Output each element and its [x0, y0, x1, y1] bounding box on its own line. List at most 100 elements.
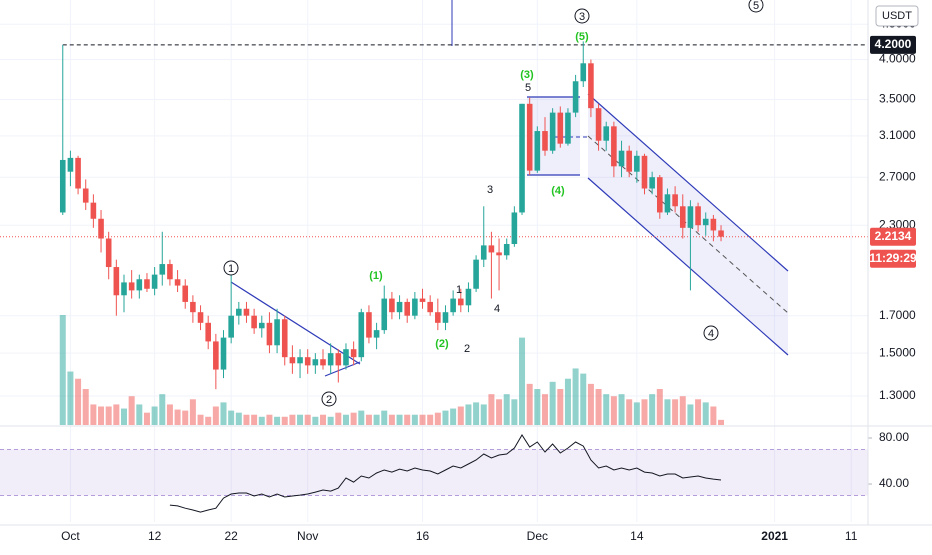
volume-bar — [304, 414, 311, 425]
candle-body — [611, 126, 617, 167]
candle-body — [281, 319, 288, 358]
volume-bar — [251, 414, 258, 425]
volume-bar — [679, 396, 686, 425]
candle-body — [335, 353, 342, 366]
candle-body — [243, 308, 250, 316]
candle-body — [465, 288, 472, 306]
countdown-label: 11:29:29 — [869, 251, 917, 265]
volume-bar — [128, 396, 135, 425]
candle-body — [236, 308, 242, 316]
wave-label: 5 — [753, 0, 759, 12]
volume-bar — [320, 414, 327, 425]
wave-label: 1 — [456, 284, 462, 296]
volume-bar — [228, 410, 235, 425]
volume-bar — [59, 315, 66, 425]
volume-bar — [159, 394, 166, 425]
candle-body — [572, 81, 579, 113]
volume-bar — [710, 406, 717, 425]
candle-body — [381, 298, 388, 331]
candle-body — [389, 298, 395, 313]
volume-bar — [419, 414, 426, 425]
volume-bar — [220, 402, 227, 425]
candle-body — [312, 359, 319, 366]
y-tick-label: 3.5000 — [879, 92, 916, 106]
volume-bar — [626, 399, 633, 425]
volume-bar — [205, 416, 212, 425]
volume-bar — [235, 412, 242, 425]
candle-body — [549, 112, 556, 151]
candle-body — [105, 238, 112, 268]
candle-body — [75, 157, 81, 189]
candle-body — [350, 349, 357, 358]
x-tick-label: 12 — [148, 529, 162, 543]
volume-bar — [549, 381, 556, 425]
candle-body — [159, 264, 166, 275]
candle-body — [366, 312, 372, 338]
candle-body — [327, 353, 334, 366]
candle-body — [450, 298, 456, 313]
volume-bar — [312, 416, 319, 425]
wave-label: (2) — [435, 338, 449, 350]
volume-bar — [610, 396, 617, 425]
candle-body — [718, 230, 724, 237]
volume-bar — [151, 406, 158, 425]
last-price-label: 2.2134 — [875, 229, 912, 243]
candle-body — [289, 357, 296, 364]
volume-bar — [557, 389, 564, 425]
volume-bar — [365, 414, 372, 425]
candle-body — [641, 155, 648, 189]
volume-bar — [342, 414, 349, 425]
volume-bar — [350, 412, 357, 425]
candle-body — [82, 188, 89, 203]
volume-bar — [687, 404, 694, 425]
candle-body — [113, 267, 120, 296]
wave-label: 5 — [525, 82, 531, 94]
volume-bar — [480, 404, 487, 425]
candle-body — [702, 218, 709, 226]
volume-bar — [121, 408, 127, 425]
candle-body — [404, 301, 411, 316]
candle-body — [151, 274, 158, 289]
candle-body — [679, 206, 686, 228]
volume-bar — [75, 378, 82, 425]
candle-body — [511, 212, 518, 245]
volume-bar — [534, 389, 541, 425]
x-tick-label: Nov — [297, 529, 318, 543]
volume-bar — [672, 399, 679, 425]
candle-body — [542, 131, 548, 151]
volume-bar — [174, 409, 181, 425]
volume-bar — [526, 383, 533, 425]
candle-body — [457, 298, 464, 306]
wave-label: 2 — [326, 394, 332, 406]
candle-body — [304, 357, 311, 366]
volume-bar — [373, 414, 380, 425]
volume-bar — [442, 410, 449, 425]
candle-body — [213, 341, 219, 370]
volume-bar — [404, 414, 411, 425]
volume-bar — [82, 389, 89, 425]
candle-body — [496, 252, 502, 256]
volume-bar — [450, 408, 457, 425]
y-tick-label: 1.5000 — [879, 345, 916, 359]
wave-label: (1) — [369, 270, 383, 282]
candle-body — [557, 112, 564, 144]
candle-body — [657, 177, 663, 213]
volume-bar — [595, 389, 602, 425]
volume-bar — [388, 414, 395, 425]
candle-body — [167, 264, 173, 280]
volume-bar — [488, 394, 495, 425]
wave-label: 3 — [579, 11, 585, 23]
candle-body — [197, 312, 204, 323]
wave-circle — [574, 8, 590, 24]
volume-bar — [258, 416, 265, 425]
x-tick-label: 22 — [224, 529, 238, 543]
candle-body — [526, 103, 533, 171]
candle-body — [595, 108, 602, 141]
currency-label: USDT — [882, 10, 912, 22]
volume-bar — [503, 394, 510, 425]
reference-label: 4.2000 — [875, 37, 912, 51]
y-tick-label: 4.0000 — [879, 52, 916, 66]
rsi-line — [169, 434, 722, 513]
x-tick-label: Dec — [527, 529, 548, 543]
channel-line — [587, 177, 789, 356]
